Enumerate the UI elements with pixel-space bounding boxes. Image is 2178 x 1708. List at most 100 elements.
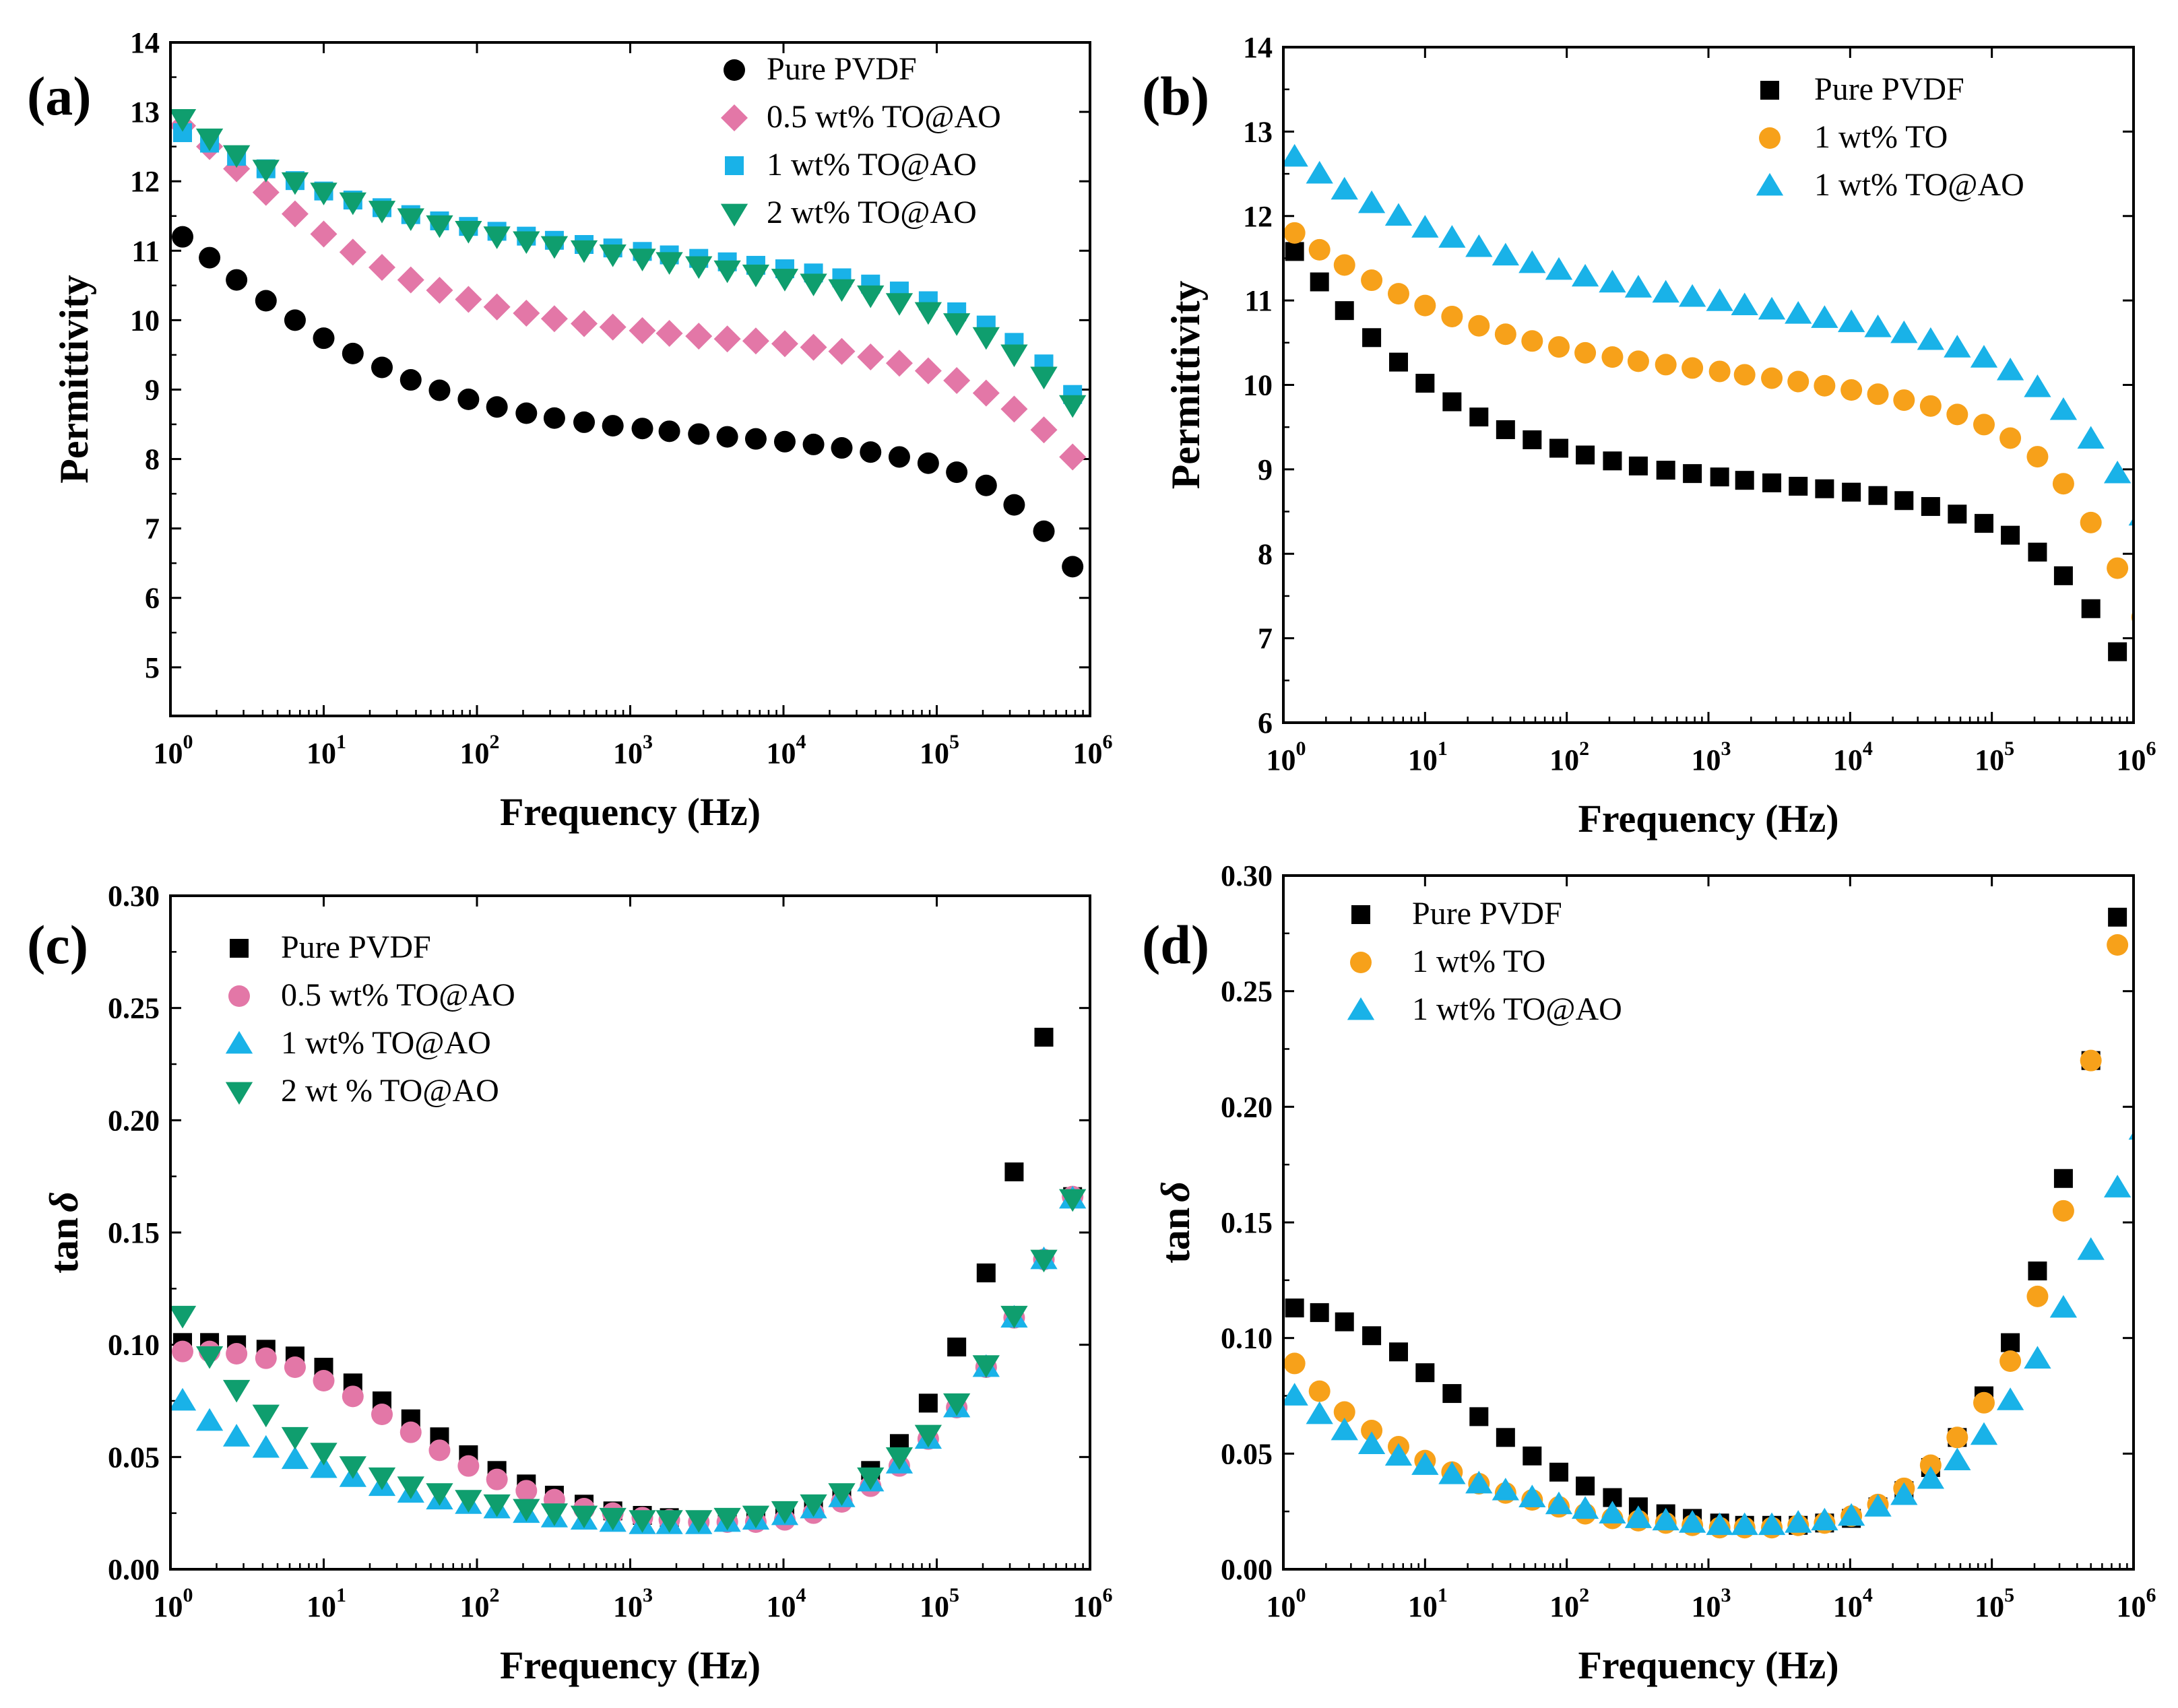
data-point <box>483 1494 511 1517</box>
data-point <box>2053 1169 2073 1188</box>
data-point <box>1285 1299 1304 1318</box>
data-point <box>1837 309 1865 333</box>
y-tick-label: 0.20 <box>108 1104 160 1137</box>
data-point <box>599 1507 627 1531</box>
data-point <box>943 367 971 395</box>
data-point <box>281 172 309 195</box>
data-point <box>513 300 540 327</box>
data-point <box>515 402 538 424</box>
data-point <box>685 323 713 350</box>
y-tick-label: 0.25 <box>108 992 160 1025</box>
data-point <box>1000 344 1028 368</box>
data-point <box>1283 1352 1306 1375</box>
data-point <box>771 1501 799 1524</box>
data-point <box>885 1447 914 1470</box>
data-point <box>1624 1505 1653 1528</box>
data-point <box>1411 215 1439 238</box>
data-point <box>1030 1249 1058 1273</box>
data-point <box>1388 352 1408 372</box>
data-point <box>2077 1237 2105 1260</box>
legend-label: Pure PVDF <box>281 929 431 965</box>
data-point <box>1496 1428 1515 1447</box>
data-point <box>1033 520 1055 542</box>
y-tick-label: 10 <box>130 304 160 337</box>
y-tick-label: 0.10 <box>1221 1322 1273 1355</box>
data-point <box>1306 160 1333 184</box>
data-point <box>1681 357 1704 379</box>
data-point <box>972 327 1000 350</box>
data-point <box>1655 354 1677 376</box>
data-point <box>1758 296 1786 320</box>
data-point <box>339 1456 366 1479</box>
legend-marker <box>725 156 744 175</box>
data-point <box>946 461 968 484</box>
data-point <box>515 1480 538 1502</box>
data-point <box>1283 222 1306 244</box>
data-point <box>1387 283 1409 305</box>
data-point <box>1333 1401 1355 1423</box>
data-point <box>742 264 770 288</box>
legend-marker <box>1347 997 1375 1020</box>
data-point <box>1310 272 1329 292</box>
data-point <box>570 240 598 263</box>
data-point <box>486 396 508 418</box>
data-point <box>310 183 338 205</box>
legend-label: Pure PVDF <box>767 51 917 87</box>
y-tick-label: 8 <box>1258 537 1273 570</box>
data-point <box>281 1446 309 1470</box>
panel-label: (b) <box>1142 65 1209 127</box>
data-point <box>685 256 713 280</box>
x-tick-label: 104 <box>767 731 806 770</box>
data-point <box>457 388 480 410</box>
data-point <box>1996 357 2024 381</box>
data-point <box>195 128 224 152</box>
data-point <box>1735 471 1754 490</box>
y-axis-title: tanδ <box>42 1191 86 1274</box>
data-point <box>2103 460 2132 484</box>
data-point <box>1919 395 1942 417</box>
data-point <box>1708 360 1731 383</box>
data-point <box>170 109 197 132</box>
data-point <box>1678 284 1706 307</box>
data-point <box>455 286 482 313</box>
x-axis-title: Frequency (Hz) <box>500 790 761 834</box>
data-point <box>742 327 769 355</box>
data-point <box>885 293 914 316</box>
legend-marker <box>225 1082 253 1105</box>
data-point <box>1811 305 1838 328</box>
data-point <box>483 293 511 321</box>
data-point <box>486 1468 508 1490</box>
y-tick-label: 7 <box>145 513 160 546</box>
data-point <box>1921 497 1940 517</box>
x-tick-label: 101 <box>1408 737 1448 777</box>
data-point <box>2028 542 2047 562</box>
data-point <box>1442 392 1462 412</box>
data-point <box>800 333 827 361</box>
data-point <box>885 350 913 377</box>
data-point <box>888 446 910 468</box>
data-point <box>2107 557 2129 579</box>
data-point <box>2108 642 2127 661</box>
legend-label: 1 wt% TO@AO <box>767 147 977 183</box>
data-point <box>1944 1447 1971 1471</box>
data-point <box>800 1494 827 1517</box>
data-point <box>1948 504 1967 524</box>
data-point <box>1310 1303 1329 1322</box>
data-point <box>399 1421 422 1443</box>
data-point <box>1062 556 1084 578</box>
data-point <box>573 411 596 433</box>
data-point <box>1030 416 1058 444</box>
data-point <box>1785 1510 1812 1533</box>
data-point <box>1549 1462 1568 1482</box>
data-point <box>1333 254 1355 276</box>
y-tick-label: 0.30 <box>1221 859 1273 892</box>
data-point <box>1059 443 1087 471</box>
panel-label: (c) <box>27 914 88 975</box>
data-point <box>1627 350 1649 372</box>
data-point <box>342 1385 364 1408</box>
data-point <box>199 247 221 269</box>
legend-label: Pure PVDF <box>1412 896 1562 931</box>
data-point <box>655 1510 683 1533</box>
data-point <box>629 1510 656 1533</box>
data-point <box>540 1503 569 1526</box>
